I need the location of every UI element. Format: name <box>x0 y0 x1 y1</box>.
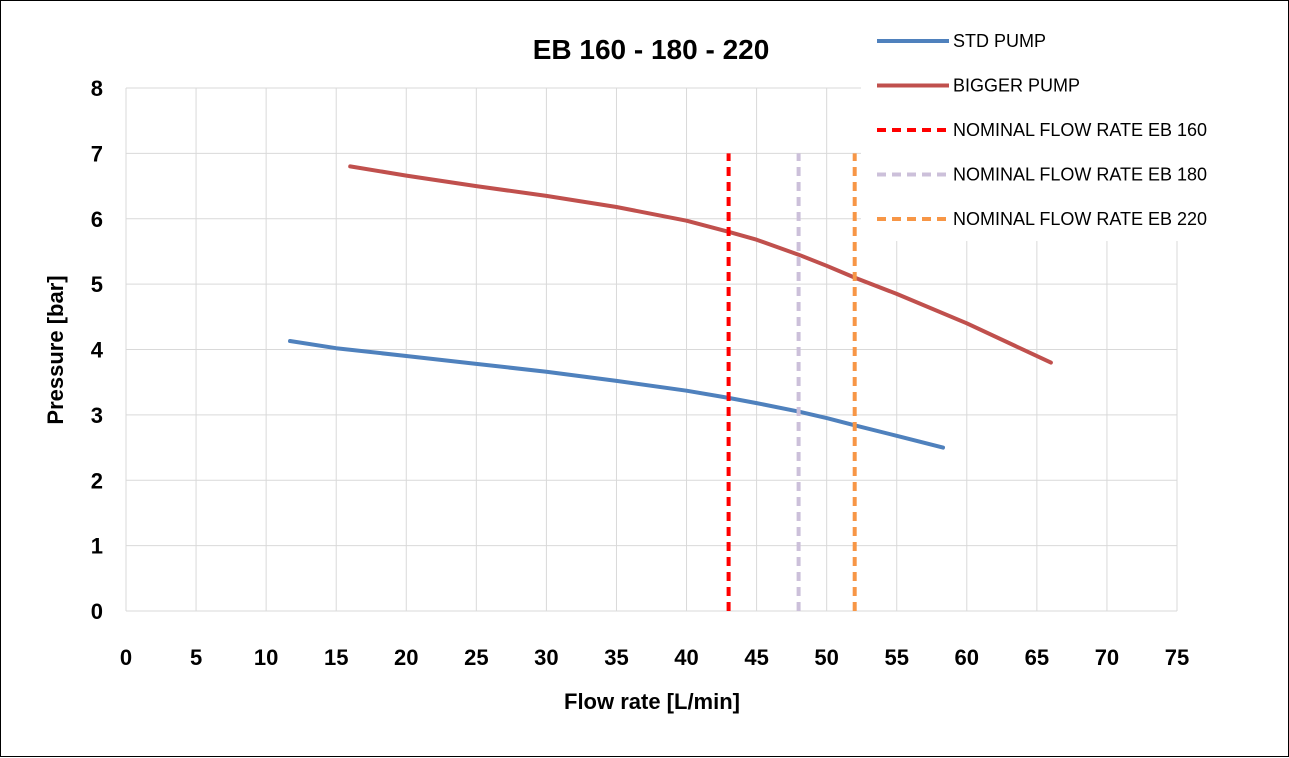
x-axis-label: Flow rate [L/min] <box>564 689 740 714</box>
y-tick-label: 0 <box>91 599 103 624</box>
y-tick-label: 8 <box>91 76 103 101</box>
x-tick-label: 65 <box>1025 645 1049 670</box>
legend-label: NOMINAL FLOW RATE EB 220 <box>953 209 1207 229</box>
y-tick-label: 1 <box>91 534 103 559</box>
series-line-bigger-pump <box>348 164 1053 365</box>
x-tick-label: 5 <box>190 645 202 670</box>
y-tick-label: 4 <box>91 338 104 363</box>
y-tick-label: 6 <box>91 207 103 232</box>
legend-label: BIGGER PUMP <box>953 76 1080 96</box>
y-tick-label: 5 <box>91 272 103 297</box>
x-tick-label: 25 <box>464 645 488 670</box>
series-line-std-pump <box>288 339 945 450</box>
x-tick-label: 15 <box>324 645 348 670</box>
y-tick-label: 2 <box>91 468 103 493</box>
x-tick-label: 20 <box>394 645 418 670</box>
legend-label: STD PUMP <box>953 31 1046 51</box>
y-axis-label: Pressure [bar] <box>43 275 68 424</box>
x-tick-label: 55 <box>884 645 908 670</box>
x-tick-label: 60 <box>955 645 979 670</box>
x-tick-label: 40 <box>674 645 698 670</box>
x-tick-label: 10 <box>254 645 278 670</box>
y-tick-label: 3 <box>91 403 103 428</box>
chart-title: EB 160 - 180 - 220 <box>533 34 770 65</box>
series-group <box>288 153 1053 611</box>
legend-label: NOMINAL FLOW RATE EB 160 <box>953 120 1207 140</box>
legend-label: NOMINAL FLOW RATE EB 180 <box>953 165 1207 185</box>
x-tick-label: 75 <box>1165 645 1189 670</box>
legend: STD PUMP BIGGER PUMP NOMINAL FLOW RATE EB … <box>861 19 1281 241</box>
x-tick-label: 45 <box>744 645 768 670</box>
x-tick-label: 30 <box>534 645 558 670</box>
x-tick-label: 35 <box>604 645 628 670</box>
x-tick-label: 50 <box>814 645 838 670</box>
y-tick-label: 7 <box>91 141 103 166</box>
x-tick-label: 70 <box>1095 645 1119 670</box>
x-tick-label: 0 <box>120 645 132 670</box>
